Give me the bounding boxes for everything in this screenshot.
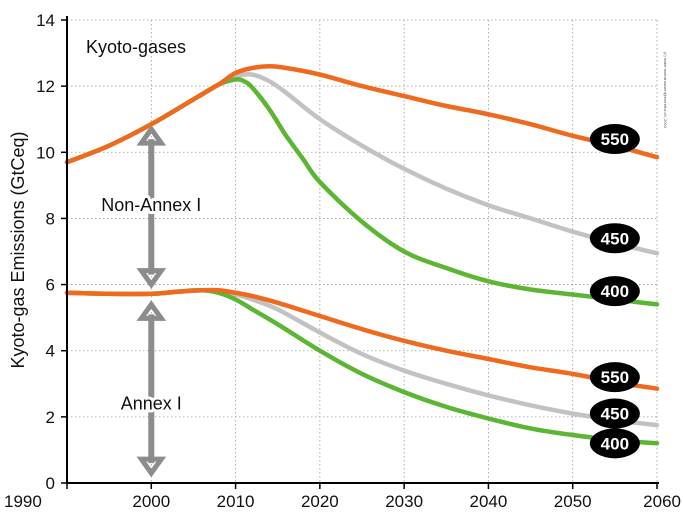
badge-label-1: 450 [601,229,629,248]
x-tick-label-2030: 2030 [385,492,423,511]
arrow-head-up-1 [136,300,167,321]
arrows [136,124,167,478]
y-tick-label-4: 4 [46,342,55,361]
y-tick-label-6: 6 [46,276,55,295]
y-tick-label-10: 10 [36,143,55,162]
x-tick-label-2020: 2020 [301,492,339,511]
scenario-badges: 550 450 400 550 450 400 [589,124,640,459]
badge-label-0: 550 [601,130,629,149]
x-tick-label-1990: 1990 [4,492,42,511]
axes [61,16,659,489]
arrow-head-down-1 [136,456,167,478]
arrow-head-down-0 [136,268,167,289]
arrow-head-up-0 [136,124,167,146]
x-tick-label-2000: 2000 [132,492,170,511]
x-tick-label-2010: 2010 [217,492,255,511]
x-tick-label-2050: 2050 [554,492,592,511]
y-axis-label: Kyoto-gas Emissions (GtCeq) [8,131,28,368]
y-tick-label-12: 12 [36,77,55,96]
series-lines [64,64,660,446]
chart-title: Kyoto-gases [86,37,186,57]
badge-ellipse-1 [589,223,640,254]
badge-label-3: 550 [601,368,629,387]
badge-label-2: 400 [601,282,629,301]
badge-ellipse-2 [589,276,640,307]
series-line-total-450 [64,71,660,256]
x-tick-label-2040: 2040 [470,492,508,511]
y-tick-label-14: 14 [36,11,55,30]
badge-ellipse-3 [589,362,640,393]
y-tick-label-0: 0 [46,474,55,493]
annotation-label-1: Annex I [121,394,182,414]
series-line-total-550 [64,64,660,165]
credit-text: (c) malte.meinshausen@env.ethz.ch, 2004 [663,52,668,129]
annotations: Non-Annex I Annex I [98,192,204,416]
tick-labels: 0 2 4 6 8 10 12 14 1990 2000 2010 2020 2030 2040 2050 2… [4,11,681,511]
badge-label-4: 450 [601,405,629,424]
x-tick-label-2060: 2060 [643,492,681,511]
badge-label-5: 400 [601,434,629,453]
badge-ellipse-4 [589,398,640,429]
badge-ellipse-5 [589,428,640,459]
annotation-label-0: Non-Annex I [101,195,201,215]
y-tick-label-8: 8 [46,209,55,228]
series-line-annex1-550 [64,287,660,391]
y-tick-label-2: 2 [46,408,55,427]
badge-ellipse-0 [589,124,640,155]
